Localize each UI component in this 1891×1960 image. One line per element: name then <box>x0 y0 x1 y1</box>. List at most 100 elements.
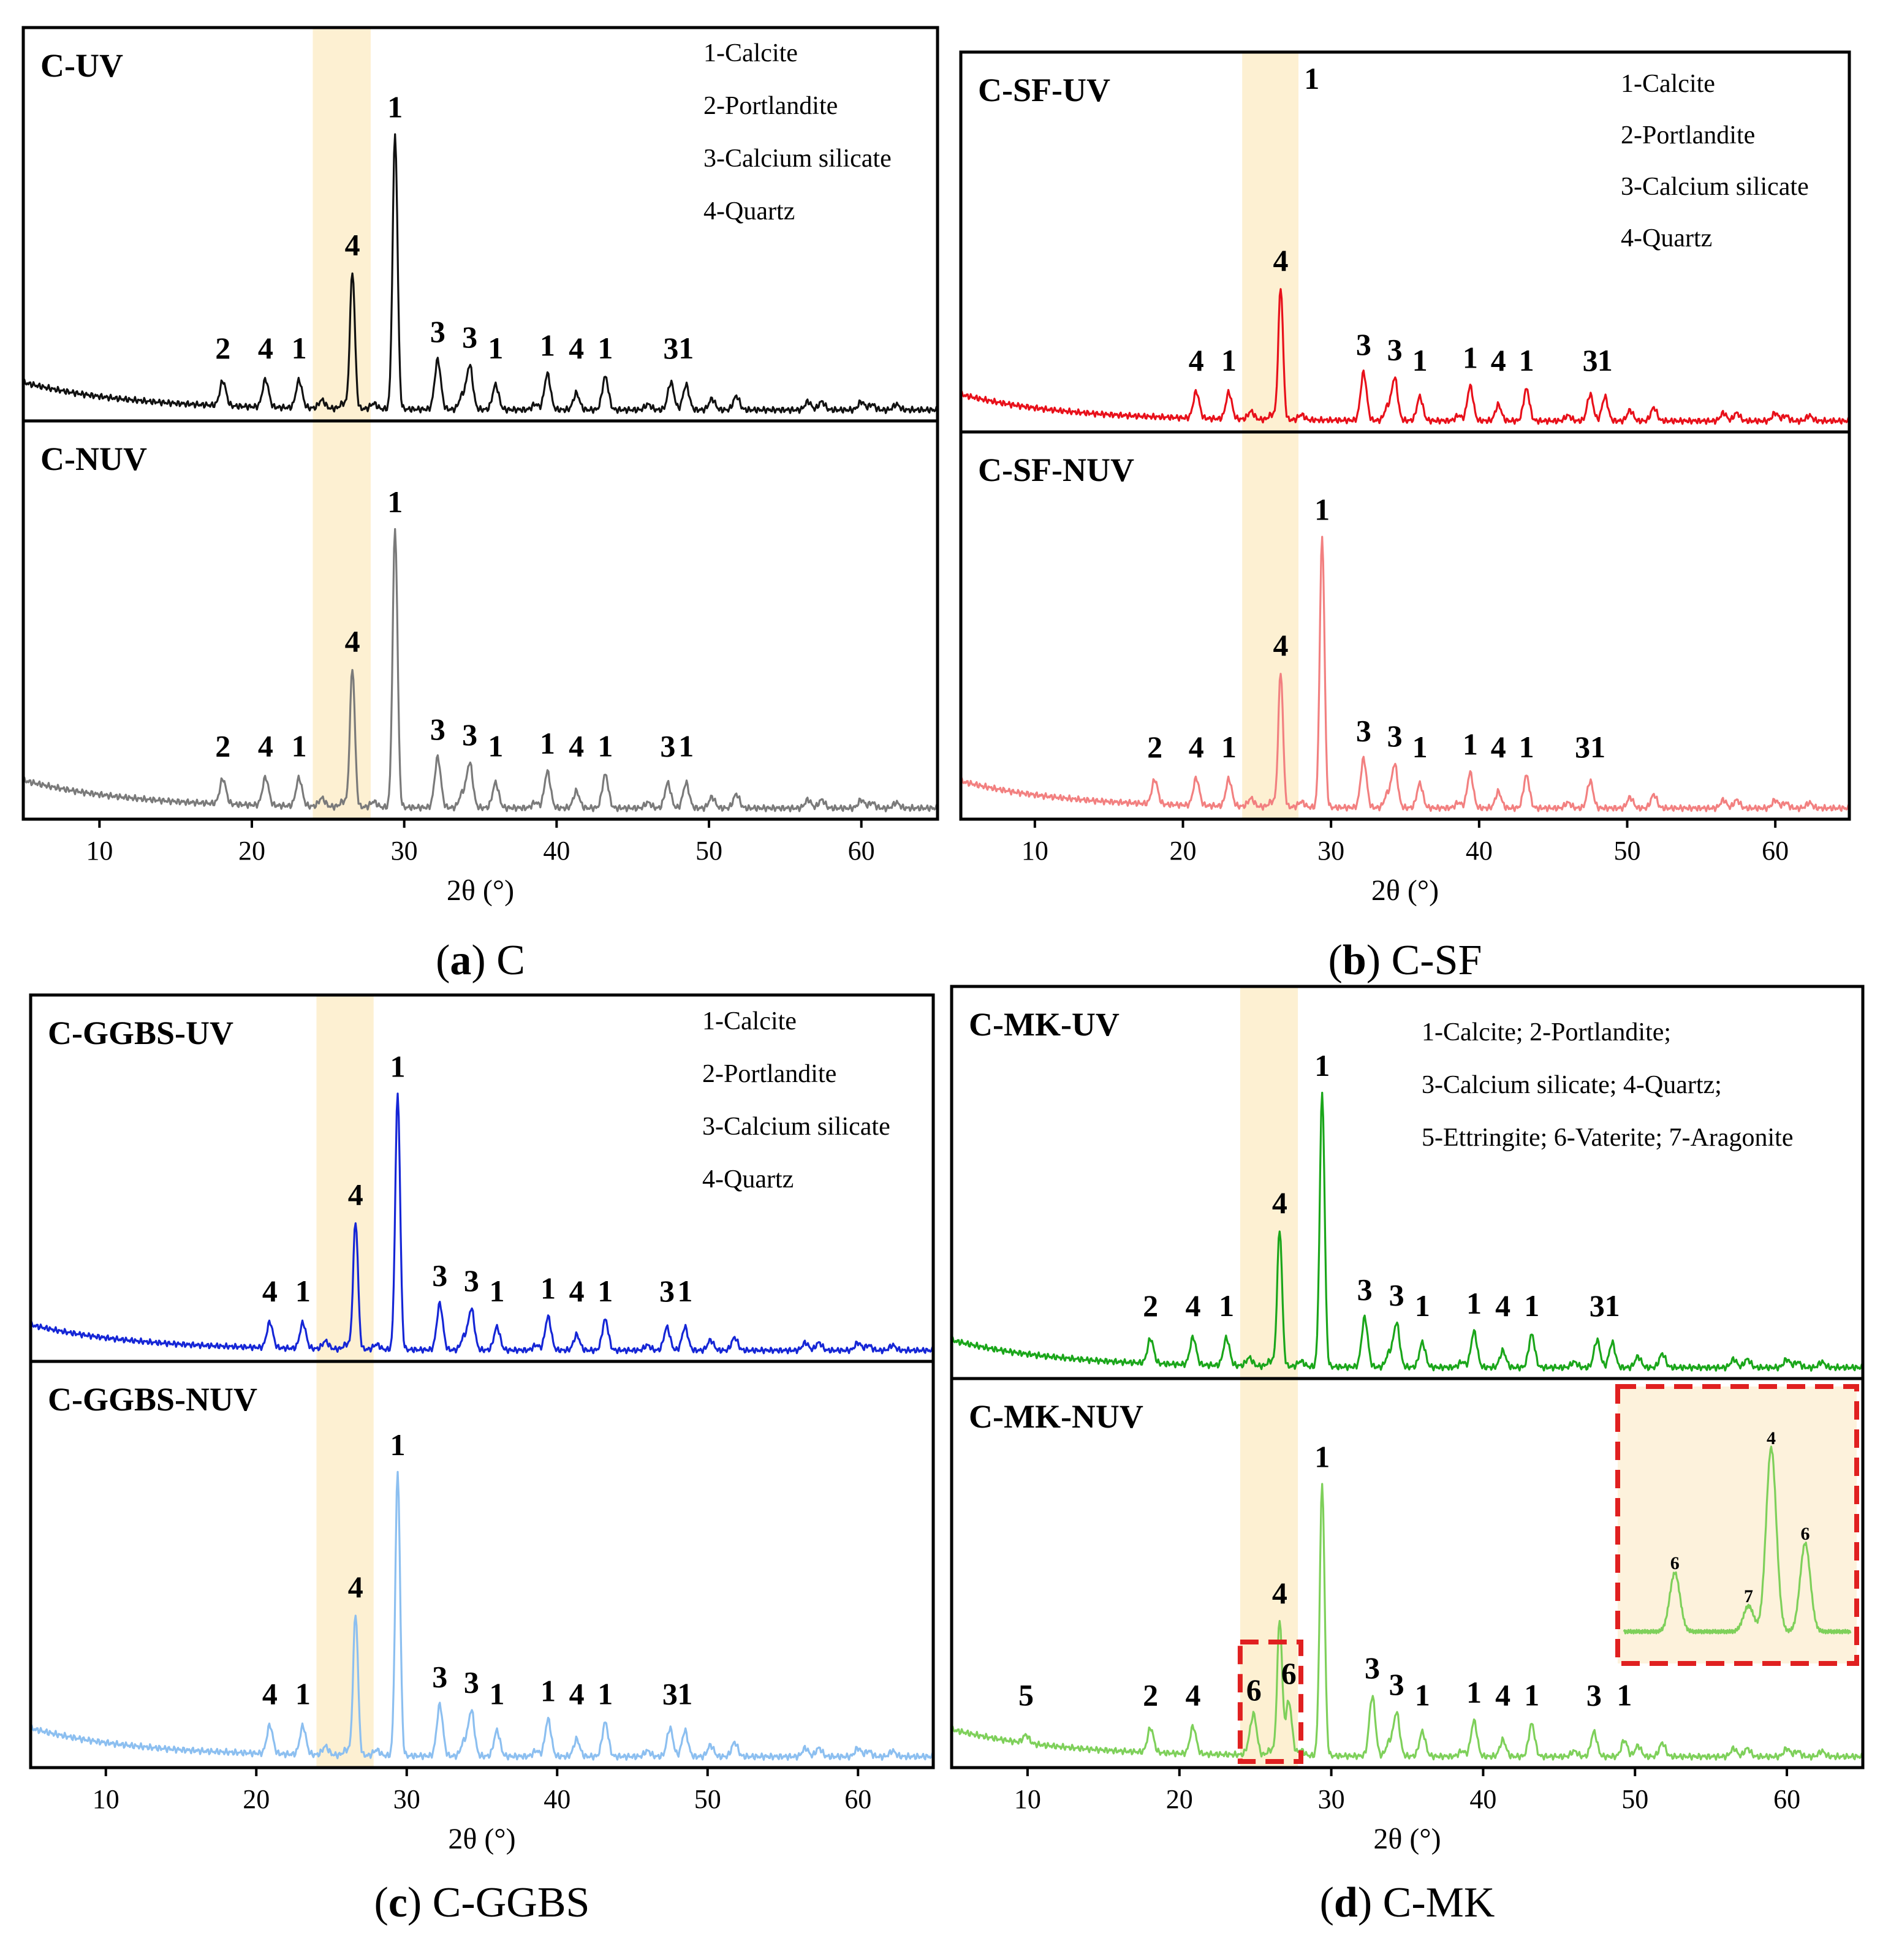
peak-label: 4 <box>1272 1576 1287 1610</box>
uv-title: C-MK-UV <box>969 1006 1120 1043</box>
caption-name: C-GGBS <box>433 1879 590 1926</box>
peak-label: 3 <box>1590 1288 1605 1323</box>
peak-label: 1 <box>677 1676 692 1711</box>
legend-item: 1-Calcite <box>702 1007 797 1035</box>
peak-label: 3 <box>660 728 675 763</box>
x-axis-label: 2θ (°) <box>1373 1823 1441 1855</box>
peak-label: 1 <box>292 728 307 763</box>
x-axis: 10 20 30 40 50 60 2θ (°) <box>1014 1768 1800 1855</box>
x-tick-label: 10 <box>1014 1784 1041 1814</box>
peak-label: 1 <box>1415 1288 1430 1323</box>
peak-label: 3 <box>1387 333 1403 367</box>
peak-label: 1 <box>1463 727 1478 761</box>
peak-label: 3 <box>430 314 445 349</box>
peak-label: 1 <box>678 728 694 763</box>
peak-label: 1 <box>1314 1048 1330 1083</box>
x-tick-label: 50 <box>1621 1784 1648 1814</box>
peak-label: 4 <box>348 1178 363 1212</box>
peak-label: 2 <box>215 728 230 763</box>
peak-label: 1 <box>1463 341 1478 375</box>
caption-name: C-SF <box>1392 937 1482 984</box>
peak-label: 1 <box>1304 61 1319 96</box>
legend-item: 1-Calcite <box>1621 70 1715 98</box>
peak-label: 4 <box>1273 628 1289 662</box>
x-axis-label: 2θ (°) <box>447 874 514 907</box>
peak-label: 1 <box>678 331 694 365</box>
x-ticks: 10 20 30 40 50 60 <box>1021 819 1789 866</box>
series-line <box>29 1092 934 1355</box>
series-line <box>960 535 1851 812</box>
panel-caption: (a) C <box>436 937 525 984</box>
peak-label: 1 <box>1597 343 1613 377</box>
nuv-title: C-NUV <box>40 441 147 477</box>
x-tick-label: 30 <box>393 1784 420 1814</box>
x-tick-label: 50 <box>695 836 722 866</box>
peak-label: 1 <box>1519 343 1534 377</box>
x-tick-label: 60 <box>1773 1784 1800 1814</box>
peak-label: 3 <box>663 331 678 365</box>
peak-label: 1 <box>677 1274 692 1308</box>
peak-label: 1 <box>292 331 307 365</box>
peak-label: 3 <box>432 1659 447 1693</box>
uv-title: C-SF-UV <box>978 72 1110 108</box>
x-tick-label: 20 <box>1170 836 1197 866</box>
x-tick-label: 40 <box>1466 836 1493 866</box>
x-ticks: 10 20 30 40 50 60 <box>1014 1768 1800 1814</box>
peak-label: 1 <box>1605 1288 1620 1323</box>
peak-label: 1 <box>387 485 403 519</box>
highlight-band <box>1242 52 1298 819</box>
series-line <box>22 133 939 414</box>
panel-caption: (b) C-SF <box>1328 937 1482 984</box>
peak-label: 4 <box>1495 1678 1510 1712</box>
peak-label: 1 <box>490 1274 505 1308</box>
peak-label: 1 <box>488 728 503 763</box>
legend-item: 1-Calcite; 2-Portlandite; <box>1422 1018 1671 1046</box>
peak-label: 1 <box>597 1676 613 1711</box>
zoom-inset: 6 7 4 6 <box>1237 1384 1859 1764</box>
x-axis: 10 20 30 40 50 60 2θ (°) <box>93 1768 871 1855</box>
legend-item: 2-Portlandite <box>703 92 838 120</box>
nuv-title: C-MK-NUV <box>969 1398 1143 1435</box>
x-tick-label: 50 <box>694 1784 721 1814</box>
peak-label: 1 <box>1221 343 1237 377</box>
peak-label: 3 <box>1357 1272 1373 1306</box>
peak-label: 3 <box>464 1263 479 1298</box>
peak-label: 4 <box>1186 1678 1201 1712</box>
peak-label: 4 <box>345 227 360 262</box>
uv-title: C-GGBS-UV <box>48 1015 233 1051</box>
peak-label: 3 <box>1586 1678 1602 1712</box>
uv-title: C-UV <box>40 47 123 84</box>
peak-label: 4 <box>1189 343 1204 377</box>
caption-letter: c <box>388 1879 407 1926</box>
peak-label: 31 <box>1575 730 1605 764</box>
plot-frame <box>29 993 935 1769</box>
peak-label: 1 <box>295 1676 311 1711</box>
caption-letter: b <box>1343 937 1366 984</box>
peak-label: 3 <box>1387 719 1403 753</box>
legend: 1-Calcite 2-Portlandite 3-Calcium silica… <box>1621 70 1809 252</box>
x-tick-label: 10 <box>86 836 113 866</box>
peak-label: 1 <box>540 328 555 363</box>
x-tick-label: 30 <box>1318 1784 1345 1814</box>
peak-label: 4 <box>348 1570 363 1604</box>
legend-item: 2-Portlandite <box>702 1060 836 1088</box>
legend-item: 1-Calcite <box>703 39 798 67</box>
peak-label: 1 <box>1466 1675 1482 1709</box>
x-tick-label: 40 <box>544 1784 570 1814</box>
inset-peak-label: 6 <box>1670 1553 1680 1573</box>
peak-label: 1 <box>1519 730 1534 764</box>
peak-label: 3 <box>464 1665 479 1700</box>
highlight-band <box>313 28 371 819</box>
x-axis: 10 20 30 40 50 60 2θ (°) <box>86 819 875 907</box>
peak-label: 4 <box>1491 343 1506 377</box>
inset-peak-label: 7 <box>1744 1586 1753 1606</box>
inset-peak-label: 4 <box>1767 1428 1776 1448</box>
peak-label: 1 <box>540 1674 556 1708</box>
